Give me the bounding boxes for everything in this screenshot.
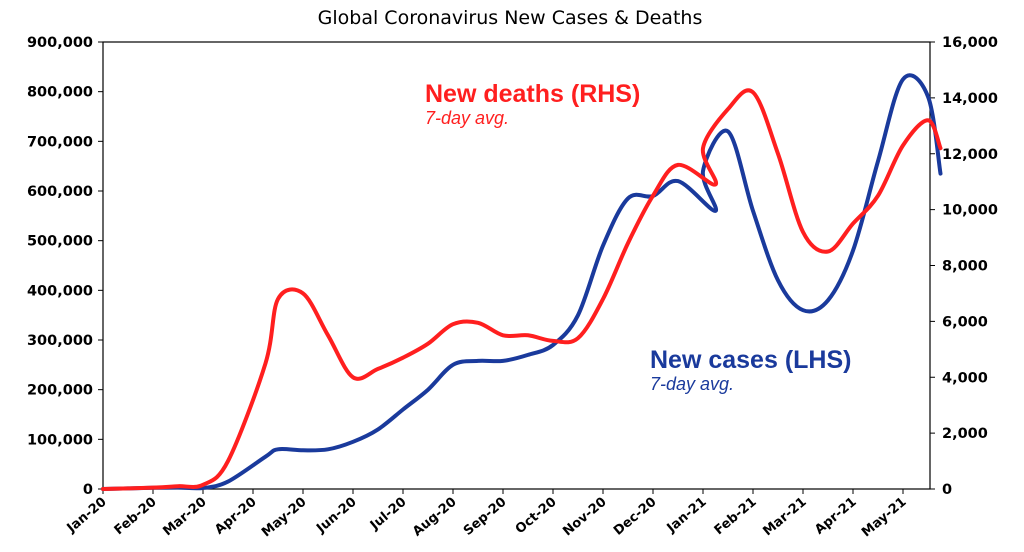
chart-title: Global Coronavirus New Cases & Deaths [318, 7, 703, 29]
x-tick-label: Apr-20 [212, 495, 259, 538]
y-right-tick-label: 16,000 [942, 35, 998, 51]
x-tick-label: Mar-21 [760, 495, 809, 540]
x-tick-label: Jan-21 [664, 495, 710, 537]
cases-annotation-title: New cases (LHS) [650, 346, 851, 374]
y-left-tick-label: 800,000 [27, 85, 93, 101]
x-tick-label: Jun-20 [313, 495, 359, 537]
x-tick-label: May-20 [259, 495, 309, 541]
x-tick-label: Jul-20 [367, 495, 410, 534]
y-left-tick-label: 700,000 [27, 134, 93, 150]
y-left-tick-label: 200,000 [27, 383, 93, 399]
x-tick-label: Jan-20 [64, 495, 110, 537]
y-right-tick-label: 2,000 [942, 426, 988, 442]
deaths-annotation-note: 7-day avg. [425, 108, 509, 128]
y-right-tick-label: 8,000 [942, 259, 988, 275]
y-left-tick-label: 600,000 [27, 184, 93, 200]
y-axis-right: 0 2,000 4,000 6,000 8,000 10,000 12,000 14,000 1… [930, 35, 998, 498]
y-left-tick-label: 400,000 [27, 283, 93, 299]
y-right-tick-label: 10,000 [942, 203, 998, 219]
x-tick-label: Feb-21 [712, 495, 760, 539]
y-left-tick-label: 100,000 [27, 432, 93, 448]
deaths-annotation: New deaths (RHS) 7-day avg. [425, 80, 640, 128]
y-right-tick-label: 6,000 [942, 314, 988, 330]
x-tick-label: May-21 [859, 495, 909, 541]
y-left-tick-label: 0 [83, 482, 93, 498]
x-tick-label: Aug-20 [410, 495, 460, 540]
x-tick-label: Sep-20 [461, 495, 510, 539]
x-tick-label: Apr-21 [812, 495, 859, 538]
deaths-annotation-title: New deaths (RHS) [425, 80, 640, 108]
y-right-tick-label: 14,000 [942, 91, 998, 107]
y-left-tick-label: 900,000 [27, 35, 93, 51]
y-right-tick-label: 4,000 [942, 370, 988, 386]
x-axis: Jan-20 Feb-20 Mar-20 Apr-20 May-20 Jun-20 Jul-… [64, 489, 910, 540]
y-right-tick-label: 0 [942, 482, 952, 498]
x-tick-label: Mar-20 [160, 495, 209, 540]
x-tick-label: Nov-20 [560, 495, 609, 540]
series-lines [101, 73, 943, 491]
y-axis-left: 0 100,000 200,000 300,000 400,000 500,000 600,… [27, 35, 103, 498]
cases-annotation-note: 7-day avg. [650, 374, 734, 394]
plot-frame [102, 41, 931, 490]
y-left-tick-label: 300,000 [27, 333, 93, 349]
x-tick-label: Feb-20 [112, 495, 160, 539]
cases-annotation: New cases (LHS) 7-day avg. [650, 346, 851, 394]
axes [102, 41, 931, 490]
y-left-tick-label: 500,000 [27, 234, 93, 250]
series-line-new-deaths [101, 88, 943, 491]
series-line-new-cases [101, 73, 943, 491]
x-tick-label: Dec-20 [611, 495, 660, 539]
y-right-tick-label: 12,000 [942, 147, 998, 163]
x-tick-label: Oct-20 [513, 495, 560, 538]
